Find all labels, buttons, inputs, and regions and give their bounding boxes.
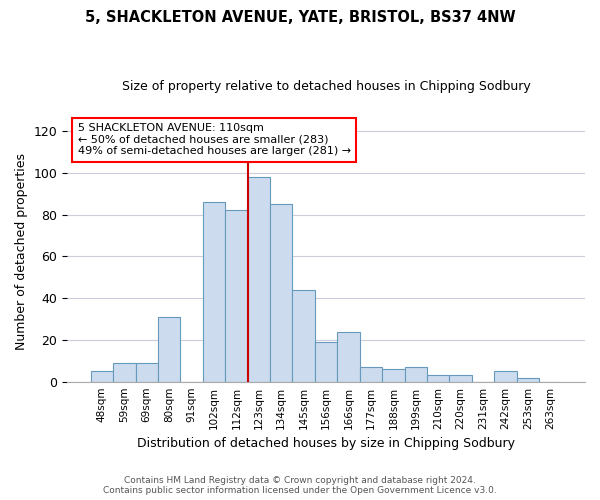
- Text: Contains HM Land Registry data © Crown copyright and database right 2024.
Contai: Contains HM Land Registry data © Crown c…: [103, 476, 497, 495]
- Bar: [360, 367, 382, 382]
- X-axis label: Distribution of detached houses by size in Chipping Sodbury: Distribution of detached houses by size …: [137, 437, 515, 450]
- Bar: [427, 376, 449, 382]
- Title: Size of property relative to detached houses in Chipping Sodbury: Size of property relative to detached ho…: [122, 80, 530, 93]
- Bar: [91, 371, 113, 382]
- Y-axis label: Number of detached properties: Number of detached properties: [15, 152, 28, 350]
- Bar: [449, 376, 472, 382]
- Bar: [517, 378, 539, 382]
- Bar: [136, 363, 158, 382]
- Bar: [225, 210, 248, 382]
- Bar: [203, 202, 225, 382]
- Text: 5 SHACKLETON AVENUE: 110sqm
← 50% of detached houses are smaller (283)
49% of se: 5 SHACKLETON AVENUE: 110sqm ← 50% of det…: [77, 123, 350, 156]
- Bar: [113, 363, 136, 382]
- Bar: [292, 290, 315, 382]
- Bar: [270, 204, 292, 382]
- Bar: [404, 367, 427, 382]
- Bar: [248, 177, 270, 382]
- Bar: [382, 369, 404, 382]
- Bar: [158, 317, 181, 382]
- Bar: [315, 342, 337, 382]
- Bar: [494, 371, 517, 382]
- Bar: [337, 332, 360, 382]
- Text: 5, SHACKLETON AVENUE, YATE, BRISTOL, BS37 4NW: 5, SHACKLETON AVENUE, YATE, BRISTOL, BS3…: [85, 10, 515, 25]
